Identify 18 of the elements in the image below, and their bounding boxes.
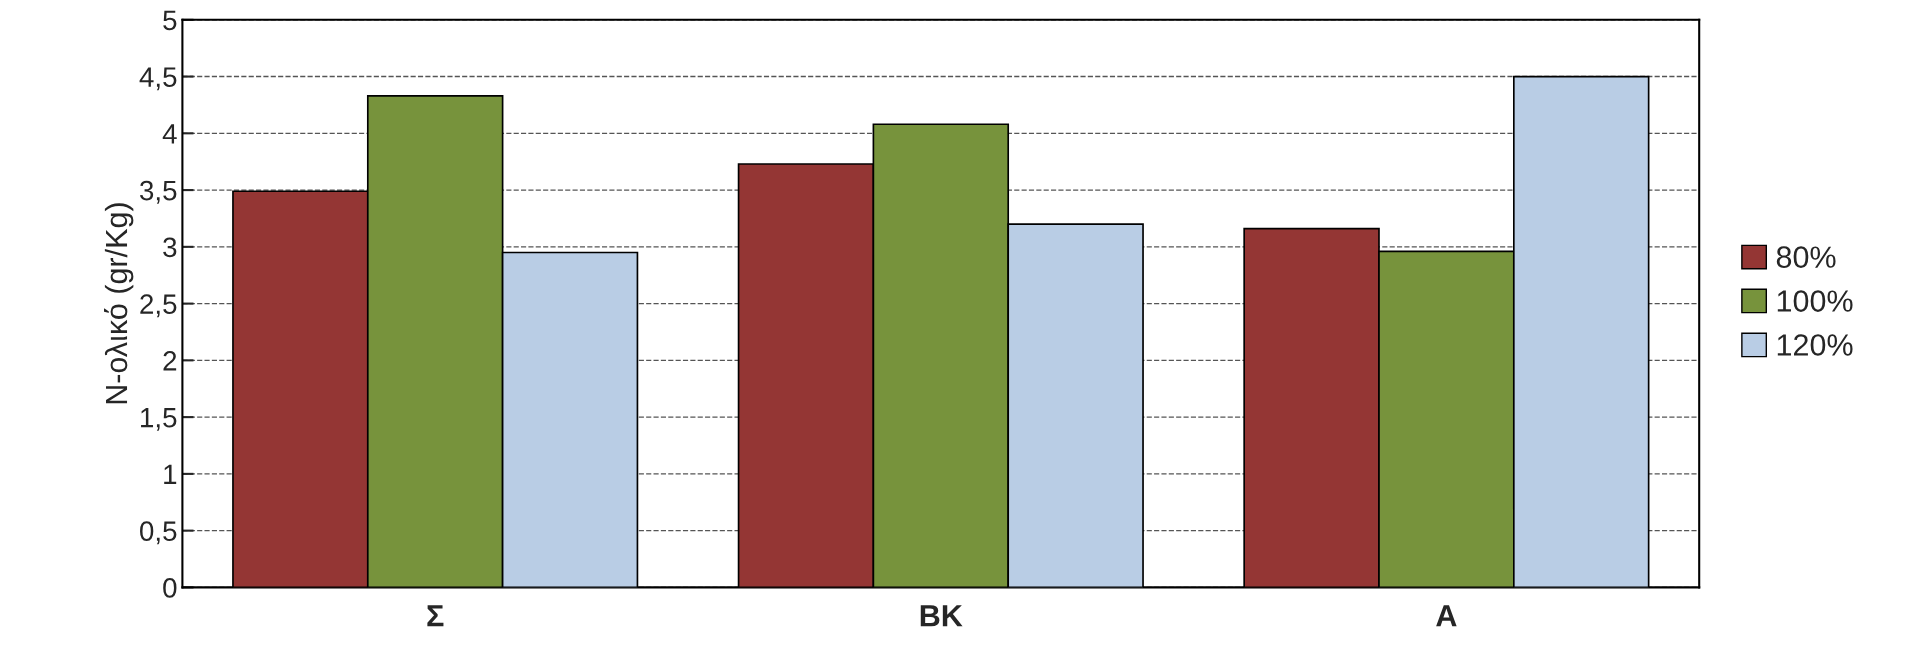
- x-tick-label: ΒΚ: [920, 605, 963, 627]
- y-tick-label: 4: [162, 124, 177, 144]
- y-axis-title: N-ολικό (gr/Kg): [104, 203, 134, 404]
- x-tick-label: Α: [1436, 605, 1457, 627]
- y-tick-label: 0: [163, 578, 177, 598]
- x-tick-label: Σ: [427, 605, 444, 627]
- y-tick-label: 2,5: [140, 294, 177, 318]
- y-tick-label: 0,5: [140, 521, 177, 545]
- y-tick-label: 2: [163, 351, 177, 371]
- y-tick-label: 3: [163, 237, 177, 258]
- y-tick-label: 5: [163, 10, 177, 31]
- legend-label: 100%: [1777, 290, 1853, 312]
- y-tick-label: 4,5: [139, 67, 177, 91]
- legend-label: 80%: [1776, 246, 1836, 268]
- y-tick-label: 1,5: [141, 408, 177, 431]
- y-tick-label: 1: [164, 464, 177, 484]
- y-tick-label: 3,5: [139, 180, 177, 204]
- legend-label: 120%: [1777, 334, 1853, 356]
